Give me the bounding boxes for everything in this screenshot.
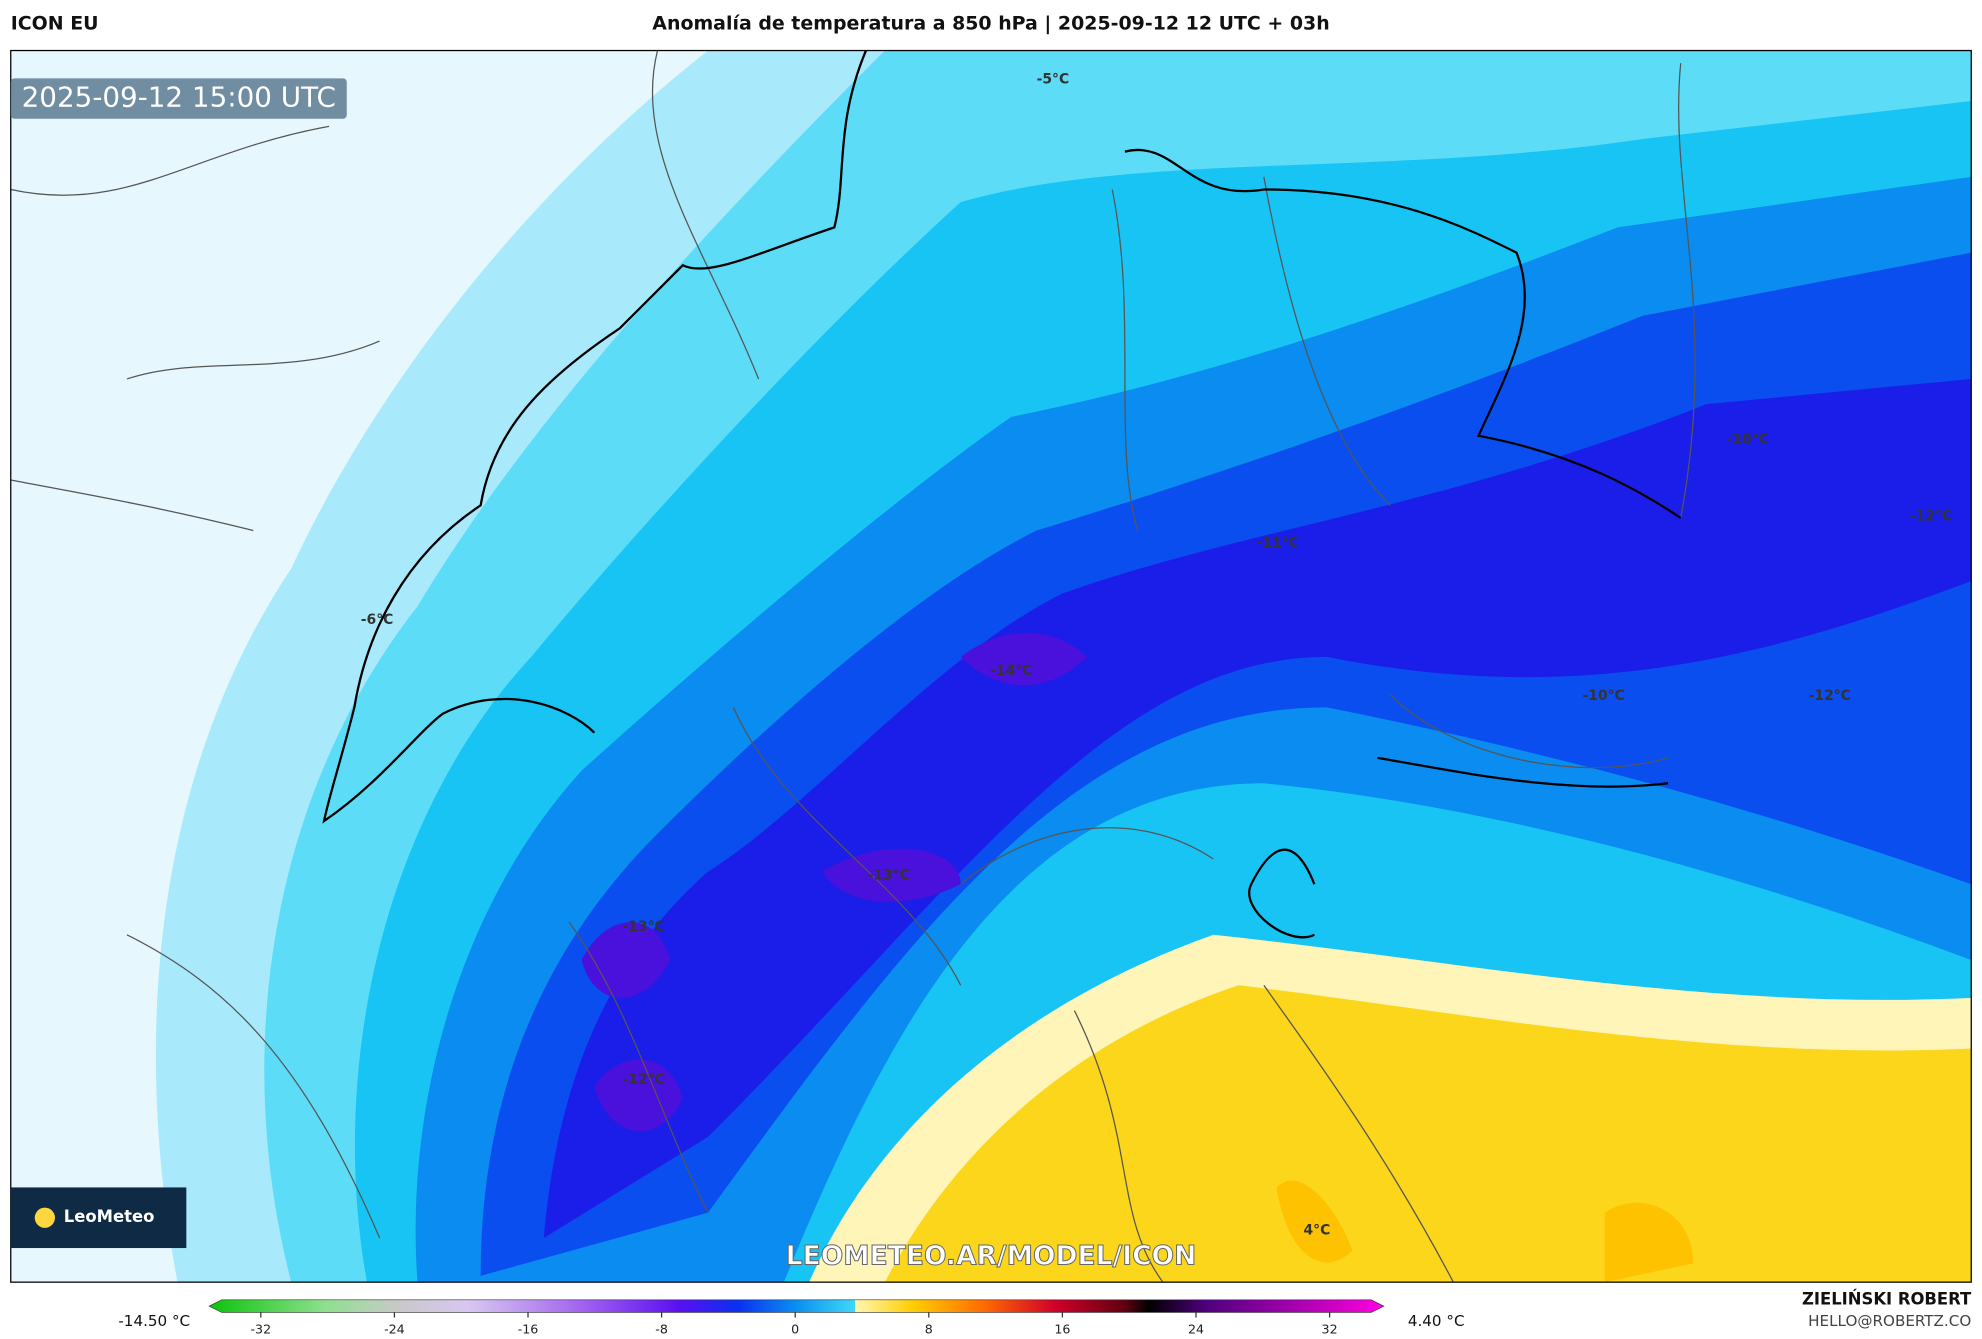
colorbar-tick-label: -32 bbox=[251, 1322, 272, 1337]
colorbar-ticks: -32 -24 -16 -8 0 8 16 24 32 bbox=[251, 1312, 1338, 1337]
colorbar-tick-label: 8 bbox=[925, 1322, 933, 1337]
map bbox=[10, 50, 1972, 1283]
watermark: LEOMETEO.AR/MODEL/ICON bbox=[786, 1240, 1197, 1271]
contour-label: 4°C bbox=[1304, 1222, 1331, 1238]
contour-label: -12°C bbox=[623, 1072, 665, 1088]
colorbar-tick-label: -8 bbox=[655, 1322, 668, 1337]
contour-label: -6°C bbox=[361, 612, 394, 628]
colorbar-tick-label: 0 bbox=[791, 1322, 799, 1337]
colorbar-min: -14.50 °C bbox=[118, 1312, 190, 1330]
colorbar bbox=[208, 1299, 1385, 1313]
colorbar-max: 4.40 °C bbox=[1408, 1312, 1465, 1330]
timestamp: 2025-09-12 15:00 UTC bbox=[22, 81, 336, 114]
colorbar-tick-label: -16 bbox=[518, 1322, 539, 1337]
colorbar-tick-label: -24 bbox=[384, 1322, 405, 1337]
colorbar-tick-label: 32 bbox=[1322, 1322, 1338, 1337]
logo: LeoMeteo bbox=[64, 1207, 155, 1226]
contour-label: -5°C bbox=[1037, 72, 1070, 88]
contour-label: -13°C bbox=[623, 919, 665, 935]
contour-label: -12°C bbox=[1910, 509, 1952, 525]
contour-label: -11°C bbox=[1257, 535, 1299, 551]
model-name: ICON EU bbox=[11, 13, 99, 35]
colorbar-tick-label: 16 bbox=[1054, 1322, 1070, 1337]
contour-label: -14°C bbox=[990, 663, 1032, 679]
colorbar-tick-label: 24 bbox=[1188, 1322, 1204, 1337]
email: HELLO@ROBERTZ.CO bbox=[1808, 1312, 1971, 1330]
contour-label: -13°C bbox=[868, 867, 910, 883]
map-title: Anomalía de temperatura a 850 hPa | 2025… bbox=[652, 13, 1329, 35]
contour-label: -10°C bbox=[1727, 432, 1769, 448]
contour-labels: -5°C -10°C -12°C -11°C -6°C -14°C -10°C -12°C -1… bbox=[361, 72, 1952, 1239]
author: ZIELIŃSKI ROBERT bbox=[1802, 1289, 1972, 1308]
contour-label: -10°C bbox=[1583, 688, 1625, 704]
contour-label: -12°C bbox=[1809, 688, 1851, 704]
